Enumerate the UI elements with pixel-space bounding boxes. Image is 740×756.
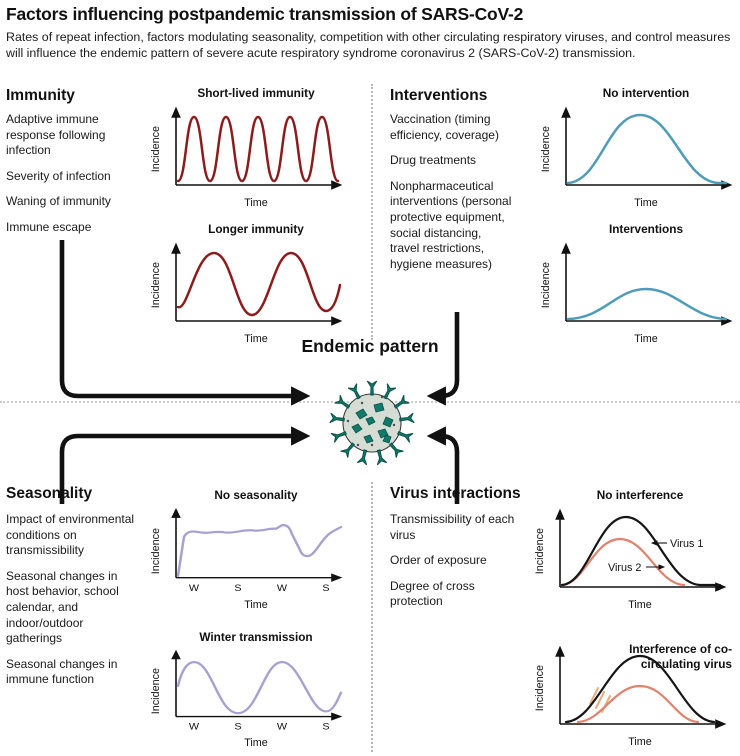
coronavirus-icon (329, 380, 415, 466)
chart-interference: Interference of co-circulating virus Inc… (534, 640, 732, 748)
virus1-label: Virus 1 (670, 538, 703, 550)
x-tick: S (322, 583, 329, 593)
no-seasonality-curve (176, 524, 343, 577)
interventions-text: Vaccination (timing efficiency, coverage… (390, 112, 514, 282)
seasonality-text: Impact of environmental conditions on tr… (6, 512, 136, 698)
winter-transmission-curve (176, 660, 343, 715)
virus-interactions-heading: Virus interactions (390, 485, 521, 502)
immunity-item: Adaptive immune response following infec… (6, 112, 106, 158)
x-tick: W (189, 583, 200, 593)
chart-title: No intervention (602, 86, 690, 100)
chart-no-seasonality: No seasonality Incidence W S W S Time (150, 488, 348, 611)
plot-winter-transmission: W S W S (171, 649, 343, 732)
plot-no-seasonality: W S W S (171, 507, 343, 594)
y-axis-label: Incidence (540, 125, 552, 173)
x-axis-label: Time (628, 736, 652, 748)
virus-interactions-item: Transmissibility of each virus (390, 512, 515, 542)
plot-longer-immunity (171, 242, 343, 326)
x-tick: S (234, 583, 241, 593)
x-axis-label: Time (244, 599, 268, 611)
figure-subtitle: Rates of repeat infection, factors modul… (6, 30, 731, 61)
seasonality-item: Seasonal changes in immune function (6, 656, 118, 687)
chart-title: No seasonality (214, 488, 298, 502)
interference-hatch-mark (589, 687, 599, 705)
plot-no-intervention (561, 106, 733, 190)
plot-short-lived-immunity (171, 106, 343, 190)
plot-no-interference: Virus 1 Virus 2 (555, 508, 727, 592)
chart-title: Interventions (608, 222, 684, 236)
y-axis-label: Incidence (150, 261, 162, 309)
plot-interventions (561, 242, 733, 326)
chart-no-interference: No interference Incidence Virus 1 Virus … (534, 488, 732, 611)
y-axis-label: Incidence (534, 664, 546, 712)
x-tick: W (277, 722, 288, 732)
chart-title: Winter transmission (199, 630, 313, 644)
x-axis-label: Time (634, 333, 658, 345)
endemic-pattern-label: Endemic pattern (301, 336, 439, 356)
dominant-virus-curve (564, 654, 716, 724)
immunity-heading: Immunity (6, 87, 75, 104)
immunity-item: Immune escape (6, 219, 92, 234)
immunity-item: Severity of infection (6, 168, 111, 183)
virus-interactions-item: Order of exposure (390, 553, 487, 568)
short-lived-immunity-curve (176, 115, 340, 183)
immunity-item: Waning of immunity (6, 194, 111, 209)
seasonality-heading: Seasonality (6, 485, 93, 502)
longer-immunity-curve (176, 251, 342, 317)
chart-short-lived-immunity: Short-lived immunity Incidence Time (150, 86, 348, 209)
interventions-item: Nonpharmaceutical interventions (persona… (390, 178, 512, 271)
suppressed-virus-curve (576, 684, 700, 724)
figure-title: Factors influencing postpandemic transmi… (6, 4, 524, 24)
x-tick: S (234, 722, 242, 732)
y-axis-label: Incidence (150, 667, 162, 715)
plot-interference (555, 645, 727, 729)
chart-title: Short-lived immunity (197, 86, 315, 100)
chart-interventions: Interventions Incidence Time (540, 222, 738, 345)
chart-title: Interference of co-circulating virus (629, 642, 732, 671)
x-tick: W (277, 583, 288, 593)
no-intervention-curve (566, 113, 728, 185)
x-tick: W (189, 722, 200, 732)
x-axis-label: Time (628, 599, 652, 611)
seasonality-item: Impact of environmental conditions on tr… (6, 512, 135, 558)
interference-hatch-mark (595, 691, 605, 709)
x-axis-label: Time (244, 737, 268, 749)
divider-bottom-vertical (371, 482, 373, 752)
virus2-label: Virus 2 (608, 562, 641, 574)
y-axis-label: Incidence (540, 261, 552, 309)
interventions-item: Vaccination (timing efficiency, coverage… (390, 112, 499, 142)
y-axis-label: Incidence (150, 125, 162, 173)
chart-title: Longer immunity (208, 222, 304, 236)
interventions-curve (566, 287, 728, 321)
virus1-curve (560, 515, 722, 587)
virus-interactions-item: Degree of cross protection (390, 578, 475, 609)
chart-title: No interference (596, 488, 684, 502)
y-axis-label: Incidence (534, 527, 546, 575)
chart-longer-immunity: Longer immunity Incidence Time (150, 222, 348, 345)
x-axis-label: Time (244, 197, 268, 209)
interventions-heading: Interventions (390, 87, 488, 104)
interventions-item: Drug treatments (390, 153, 477, 168)
immunity-text: Adaptive immune response following infec… (6, 112, 144, 246)
y-axis-label: Incidence (150, 527, 162, 575)
divider-top-vertical (371, 84, 373, 340)
seasonality-item: Seasonal changes in host behavior, schoo… (6, 568, 119, 646)
x-axis-label: Time (634, 197, 658, 209)
chart-no-intervention: No intervention Incidence Time (540, 86, 738, 209)
virus-interactions-text: Transmissibility of each virus Order of … (390, 512, 518, 620)
x-tick: S (322, 722, 330, 732)
chart-winter-transmission: Winter transmission Incidence W S W S Ti… (150, 630, 348, 749)
